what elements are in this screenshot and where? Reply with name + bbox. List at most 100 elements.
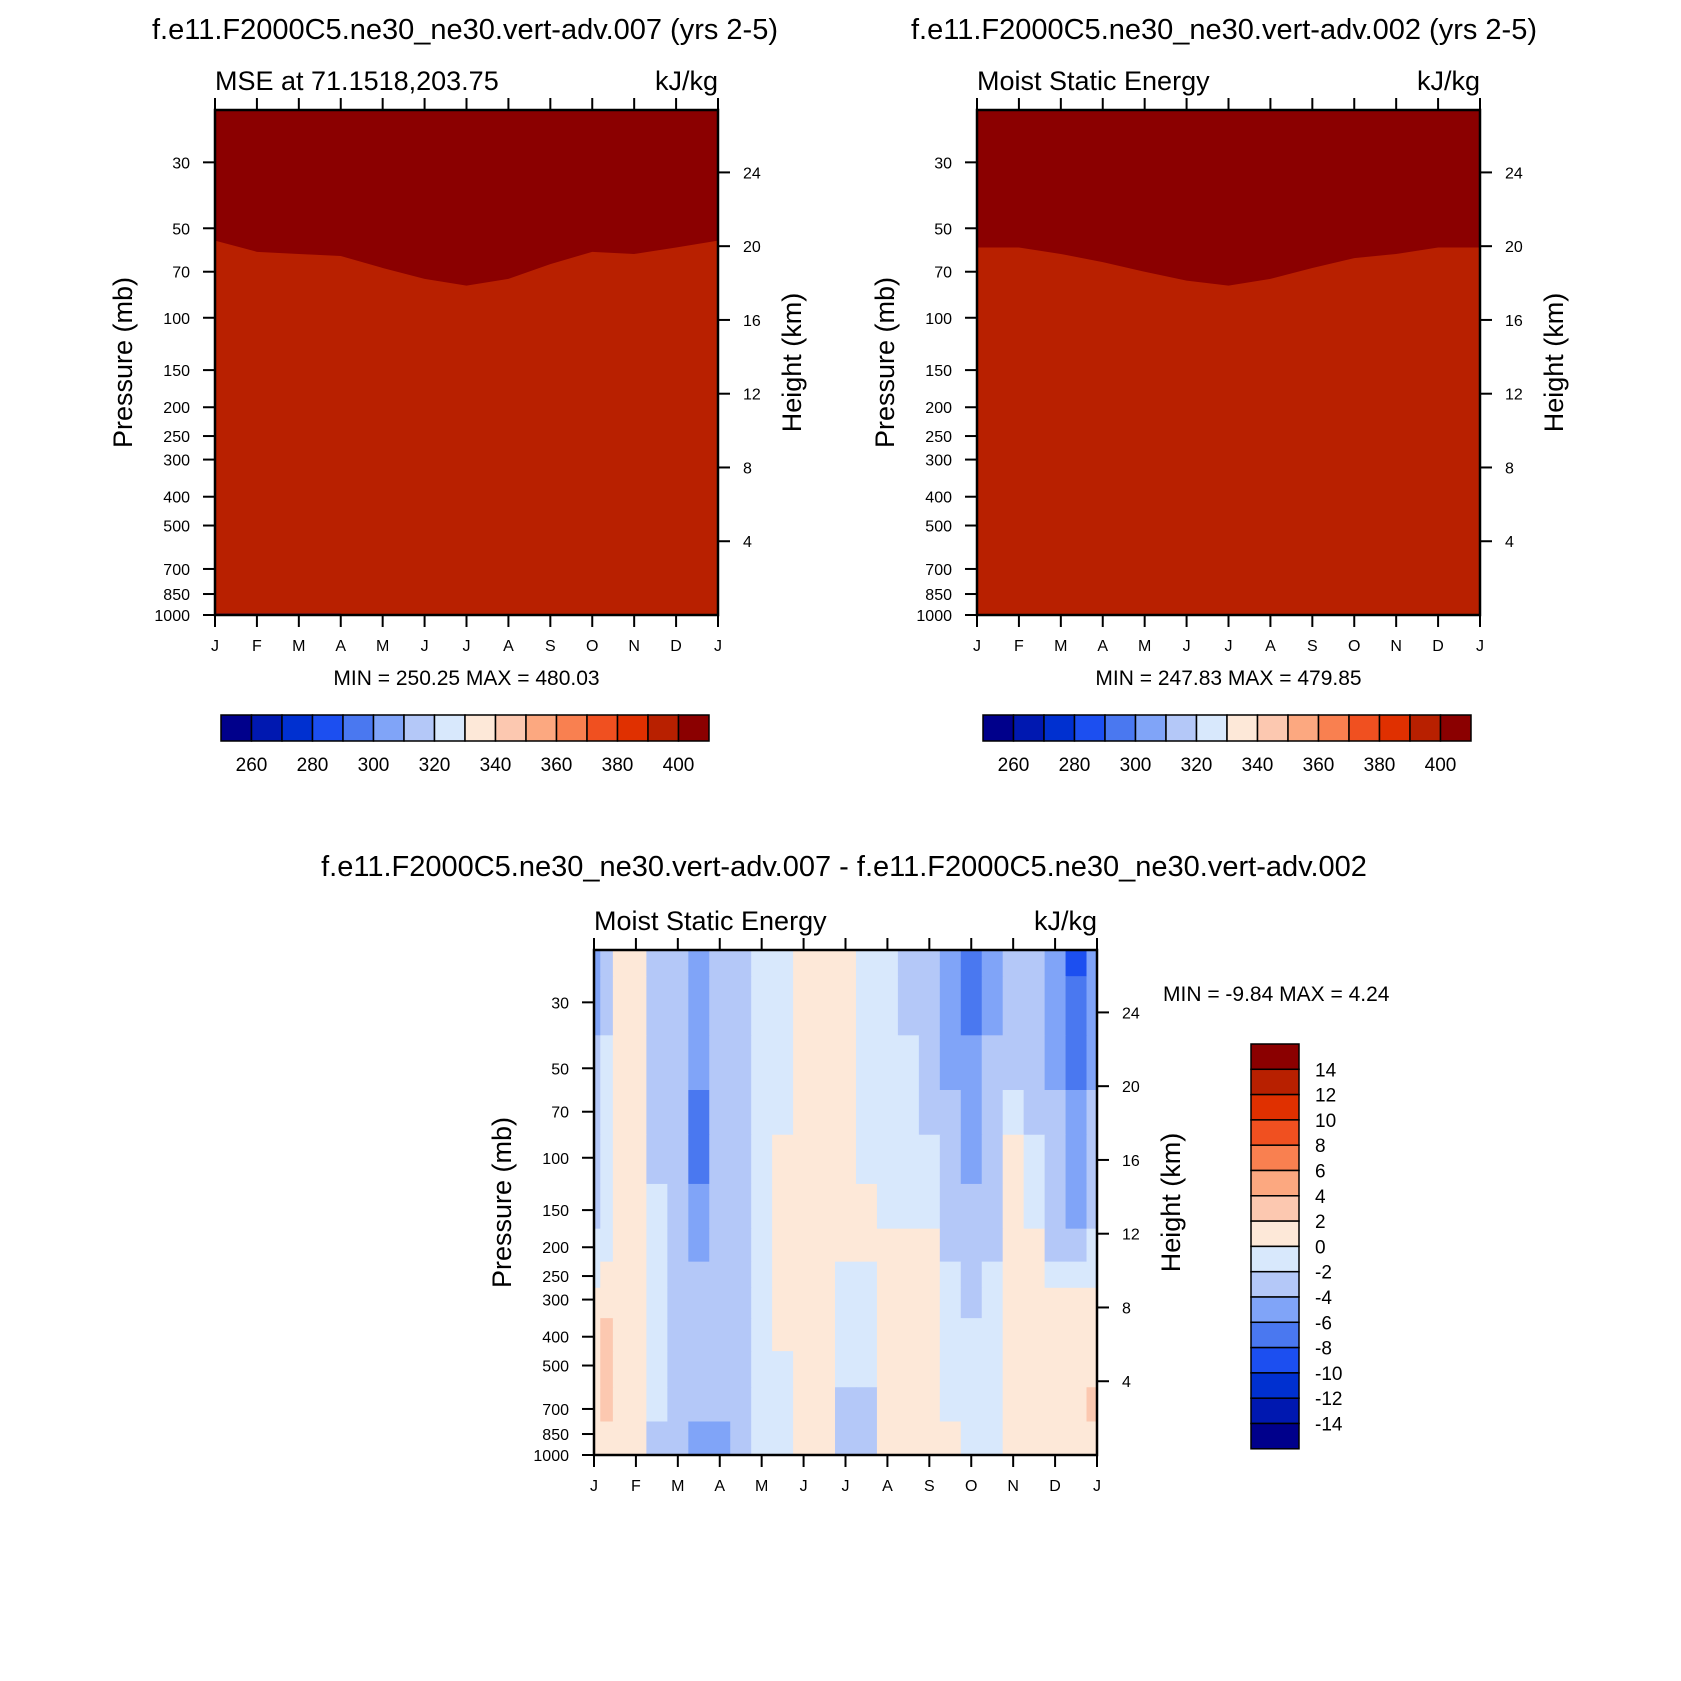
- diff-cell-13-8: [730, 1444, 752, 1455]
- diff-colorbar-label-10: -6: [1315, 1313, 1332, 1334]
- ylabel-0: Pressure (mb): [108, 277, 138, 448]
- diff-cell-3-18: [939, 1090, 962, 1136]
- diff-cell-5-6: [688, 1183, 710, 1230]
- ylabel-right-2: Height (km): [1156, 1133, 1186, 1273]
- diff-cell-12-1: [600, 1421, 614, 1446]
- colorbar-cell-1-11: [1317, 714, 1350, 742]
- diff-cell-9-10: [772, 1318, 794, 1352]
- diff-cell-10-25: [1086, 1351, 1097, 1388]
- diff-colorbar-label-7: 0: [1315, 1237, 1326, 1258]
- diff-cell-7-25: [1086, 1261, 1097, 1289]
- diff-cell-3-12: [814, 1090, 836, 1136]
- diff-cell-0-3: [627, 950, 647, 977]
- diff-cell-12-17: [918, 1421, 941, 1446]
- diff-cell-7-1: [600, 1261, 614, 1289]
- colorbar-cell-0-2: [281, 714, 314, 742]
- panel-a: 30 50 70 100 150 200 250 300 400 500 700 850 1000 24 2…: [108, 66, 807, 776]
- diff-cell-11-3: [627, 1387, 647, 1423]
- diff-cell-1-23: [1044, 976, 1067, 1036]
- panel-a-title: f.e11.F2000C5.ne30_ne30.vert-adv.007 (yr…: [152, 14, 778, 46]
- diff-cell-7-14: [855, 1261, 878, 1289]
- x-tick-label-2-4: M: [755, 1478, 768, 1495]
- diff-cell-5-5: [667, 1183, 689, 1230]
- y-right-tick-label-0-4: 8: [743, 460, 752, 477]
- diff-cell-7-6: [688, 1261, 710, 1289]
- y-right-tick-label-0-2: 16: [743, 313, 761, 330]
- x-tick-label-0-9: O: [586, 638, 598, 655]
- plot-title-0: MSE at 71.1518,203.75: [215, 66, 499, 96]
- diff-cell-2-22: [1023, 1035, 1046, 1091]
- colorbar-cell-1-1: [1012, 714, 1045, 742]
- diff-cell-7-7: [709, 1261, 731, 1289]
- y-tick-label-0-3: 100: [163, 311, 190, 328]
- diff-cell-9-23: [1044, 1318, 1067, 1352]
- diff-cell-12-8: [730, 1421, 752, 1446]
- colorbar-label-0-6: 380: [602, 755, 634, 776]
- diff-cell-8-0: [594, 1287, 601, 1319]
- colorbar-label-1-4: 340: [1242, 755, 1274, 776]
- colorbar-label-0-3: 320: [419, 755, 451, 776]
- diff-cell-11-8: [730, 1387, 752, 1423]
- diff-cell-2-5: [667, 1035, 689, 1091]
- x-tick-label-2-5: J: [800, 1478, 808, 1495]
- y-tick-label-0-6: 250: [163, 429, 190, 446]
- units-label-2: kJ/kg: [1034, 906, 1097, 936]
- diff-cell-12-19: [960, 1421, 983, 1446]
- diff-cell-13-24: [1065, 1444, 1088, 1455]
- diff-cell-5-8: [730, 1183, 752, 1230]
- diff-cell-0-18: [939, 950, 962, 977]
- x-tick-label-0-5: J: [421, 638, 429, 655]
- x-tick-label-1-9: O: [1348, 638, 1360, 655]
- diff-cell-7-24: [1065, 1261, 1088, 1289]
- diff-cell-10-1: [600, 1351, 614, 1388]
- diff-cell-6-11: [793, 1228, 815, 1263]
- diff-cell-4-19: [960, 1134, 983, 1185]
- diff-cell-7-5: [667, 1261, 689, 1289]
- diff-cell-10-15: [876, 1351, 899, 1388]
- colorbar-cell-1-13: [1378, 714, 1411, 742]
- diff-cell-6-24: [1065, 1228, 1088, 1263]
- contour-field-0: [215, 110, 718, 615]
- diff-cell-9-2: [612, 1318, 629, 1352]
- diff-cell-1-18: [939, 976, 962, 1036]
- diff-cell-6-8: [730, 1228, 752, 1263]
- diff-colorbar-label-3: 8: [1315, 1136, 1326, 1157]
- y-right-tick-label-2-1: 20: [1122, 1079, 1140, 1096]
- y-right-tick-label-2-3: 12: [1122, 1227, 1140, 1244]
- diff-cell-1-4: [646, 976, 668, 1036]
- diff-cell-12-20: [981, 1421, 1004, 1446]
- diff-cell-1-0: [594, 976, 601, 1036]
- diff-cell-13-6: [688, 1444, 710, 1455]
- colorbar-cell-0-11: [555, 714, 588, 742]
- y-tick-label-1-12: 1000: [916, 608, 952, 625]
- x-tick-label-2-3: A: [714, 1478, 725, 1495]
- diff-cell-0-15: [876, 950, 899, 977]
- diff-cell-5-13: [835, 1183, 857, 1230]
- diff-cell-8-6: [688, 1287, 710, 1319]
- diff-cell-4-15: [876, 1134, 899, 1185]
- diff-cell-1-11: [793, 976, 815, 1036]
- diff-cell-9-18: [939, 1318, 962, 1352]
- stats-1: MIN = 247.83 MAX = 479.85: [1095, 667, 1361, 690]
- diff-cell-7-22: [1023, 1261, 1046, 1289]
- diff-cell-11-1: [600, 1387, 614, 1423]
- diff-cell-9-1: [600, 1318, 614, 1352]
- diff-colorbar-label-5: 4: [1315, 1187, 1326, 1208]
- colorbar-cell-0-12: [586, 714, 619, 742]
- diff-cell-4-18: [939, 1134, 962, 1185]
- diff-cell-10-5: [667, 1351, 689, 1388]
- colorbar-cell-0-14: [647, 714, 680, 742]
- diff-cell-8-23: [1044, 1287, 1067, 1319]
- colorbar-cell-1-12: [1348, 714, 1381, 742]
- diff-colorbar-cell-8: [1250, 1245, 1300, 1273]
- diff-cell-9-8: [730, 1318, 752, 1352]
- diff-cell-3-16: [897, 1090, 920, 1136]
- x-tick-label-0-3: A: [335, 638, 346, 655]
- colorbar-label-1-1: 280: [1059, 755, 1091, 776]
- diff-cell-1-14: [855, 976, 878, 1036]
- diff-cell-6-13: [835, 1228, 857, 1263]
- diff-cell-5-10: [772, 1183, 794, 1230]
- diff-cell-11-17: [918, 1387, 941, 1423]
- colorbar-cell-1-0: [982, 714, 1015, 742]
